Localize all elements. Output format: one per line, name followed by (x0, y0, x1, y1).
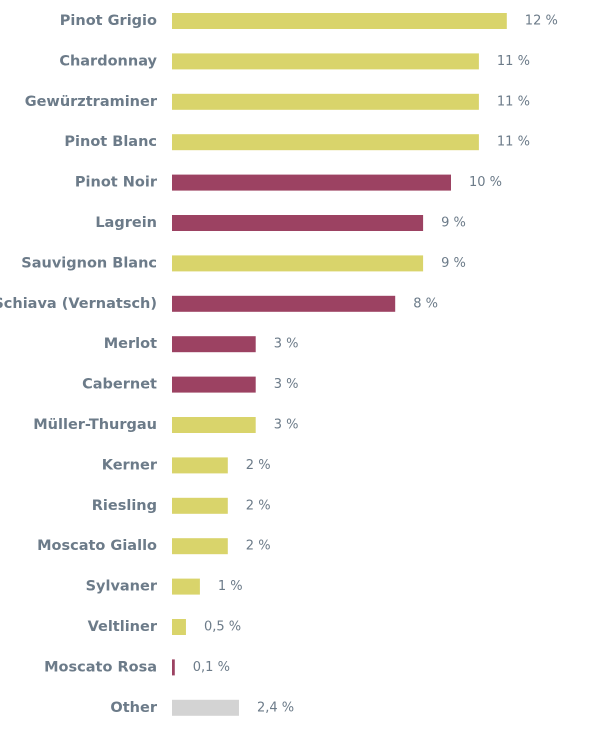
category-label: Müller-Thurgau (33, 417, 157, 433)
bar (172, 295, 396, 312)
bar (172, 53, 479, 70)
category-label: Moscato Rosa (44, 659, 157, 675)
bar (172, 457, 228, 474)
value-label: 12 % (525, 14, 558, 29)
bar (172, 134, 479, 151)
bar (172, 93, 479, 110)
bar (172, 13, 507, 29)
bar (172, 215, 424, 231)
bar (172, 336, 256, 353)
category-label: Moscato Giallo (37, 538, 157, 554)
category-label: Pinot Grigio (60, 13, 157, 29)
bar (172, 619, 186, 635)
category-label: Pinot Blanc (64, 134, 157, 150)
value-label: 8 % (413, 296, 438, 311)
bar (172, 578, 200, 595)
category-label: Other (110, 700, 157, 716)
bar (172, 659, 175, 676)
bar (172, 376, 256, 393)
value-label: 0,5 % (204, 620, 241, 635)
value-label: 2 % (246, 498, 271, 513)
category-label: Sauvignon Blanc (21, 255, 157, 271)
value-label: 3 % (274, 377, 299, 392)
value-label: 2 % (246, 539, 271, 554)
value-label: 10 % (469, 175, 502, 190)
category-label: Veltliner (88, 619, 158, 635)
value-label: 1 % (218, 579, 243, 594)
bar (172, 174, 451, 191)
category-label: Riesling (92, 498, 157, 514)
value-label: 0,1 % (193, 660, 230, 675)
category-label: Merlot (104, 336, 157, 352)
bar (172, 699, 239, 716)
value-label: 9 % (441, 216, 466, 231)
value-label: 2 % (246, 458, 271, 473)
category-label: Lagrein (95, 215, 157, 231)
value-label: 3 % (274, 418, 299, 433)
category-label: Kerner (102, 457, 158, 473)
value-label: 3 % (274, 337, 299, 352)
bar (172, 417, 256, 433)
category-label: Pinot Noir (75, 175, 158, 191)
bar (172, 497, 228, 514)
value-label: 2,4 % (257, 700, 294, 715)
bar (172, 538, 228, 555)
category-label: Schiava (Vernatsch) (0, 296, 157, 312)
value-label: 11 % (497, 94, 530, 109)
category-label: Gewürztraminer (25, 94, 158, 110)
value-label: 11 % (497, 54, 530, 69)
category-label: Chardonnay (59, 53, 157, 69)
category-label: Cabernet (82, 377, 157, 393)
value-label: 9 % (441, 256, 466, 271)
category-label: Sylvaner (86, 579, 158, 595)
bar (172, 255, 424, 272)
value-label: 11 % (497, 135, 530, 150)
